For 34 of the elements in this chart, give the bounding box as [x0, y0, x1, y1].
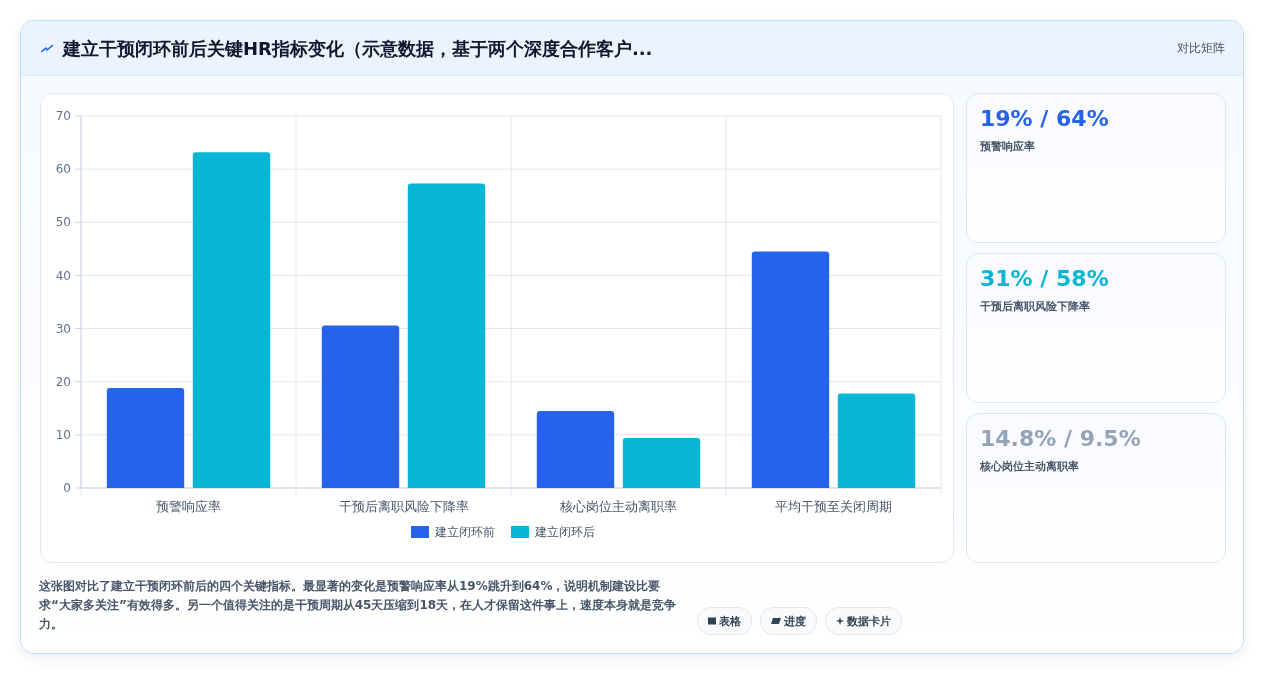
x-tick-label: 干预后离职风险下降率: [338, 499, 469, 514]
y-tick-label: 30: [55, 321, 71, 336]
text: 31% / 58%: [980, 266, 1109, 291]
text: 19% / 64%: [980, 106, 1109, 131]
text: 这张图对比了建立干预闭环前后的四个关键指标。最显著的变化是预警响应率从19%跳升到64%，说明机制建设比要求“大家多关注”有效得多。另一个值得关注的是干预周期从45天压缩到18天，在人才保留这件事上，速度本身就是竞争力。: [39, 578, 678, 633]
bar: [751, 251, 830, 488]
y-tick-label: 50: [55, 215, 71, 230]
text: 数据卡片: [825, 607, 902, 635]
text: 14.8% / 9.5%: [980, 426, 1141, 451]
x-tick-label: 核心岗位主动离职率: [559, 499, 677, 514]
y-tick-label: 40: [55, 268, 71, 283]
y-tick-label: 20: [55, 374, 71, 389]
y-tick-label: 70: [55, 109, 71, 124]
bar: [106, 388, 185, 488]
x-tick-label: 平均干预至关闭周期: [775, 499, 892, 514]
bar: [192, 152, 271, 488]
bar: [837, 393, 916, 488]
y-tick-label: 0: [63, 481, 71, 496]
bar: [622, 438, 701, 488]
legend-label: 建立闭环前: [434, 525, 495, 540]
y-tick-label: 60: [55, 162, 71, 177]
text: 进度: [760, 607, 817, 635]
y-tick-label: 10: [55, 428, 71, 443]
chart-title: 建立干预闭环前后关键HR指标变化（示意数据，基于两个深度合作客户...: [63, 37, 653, 61]
bar: [321, 325, 400, 488]
x-tick-label: 预警响应率: [156, 499, 221, 514]
text: 表格: [697, 607, 752, 635]
text: 核心岗位主动离职率: [980, 459, 1079, 474]
text: 干预后离职风险下降率: [980, 299, 1090, 314]
text: 预警响应率: [980, 139, 1035, 154]
bar: [536, 410, 615, 488]
legend-label: 建立闭环后: [534, 525, 595, 540]
bar: [407, 183, 486, 488]
text: 对比矩阵: [1177, 40, 1225, 57]
